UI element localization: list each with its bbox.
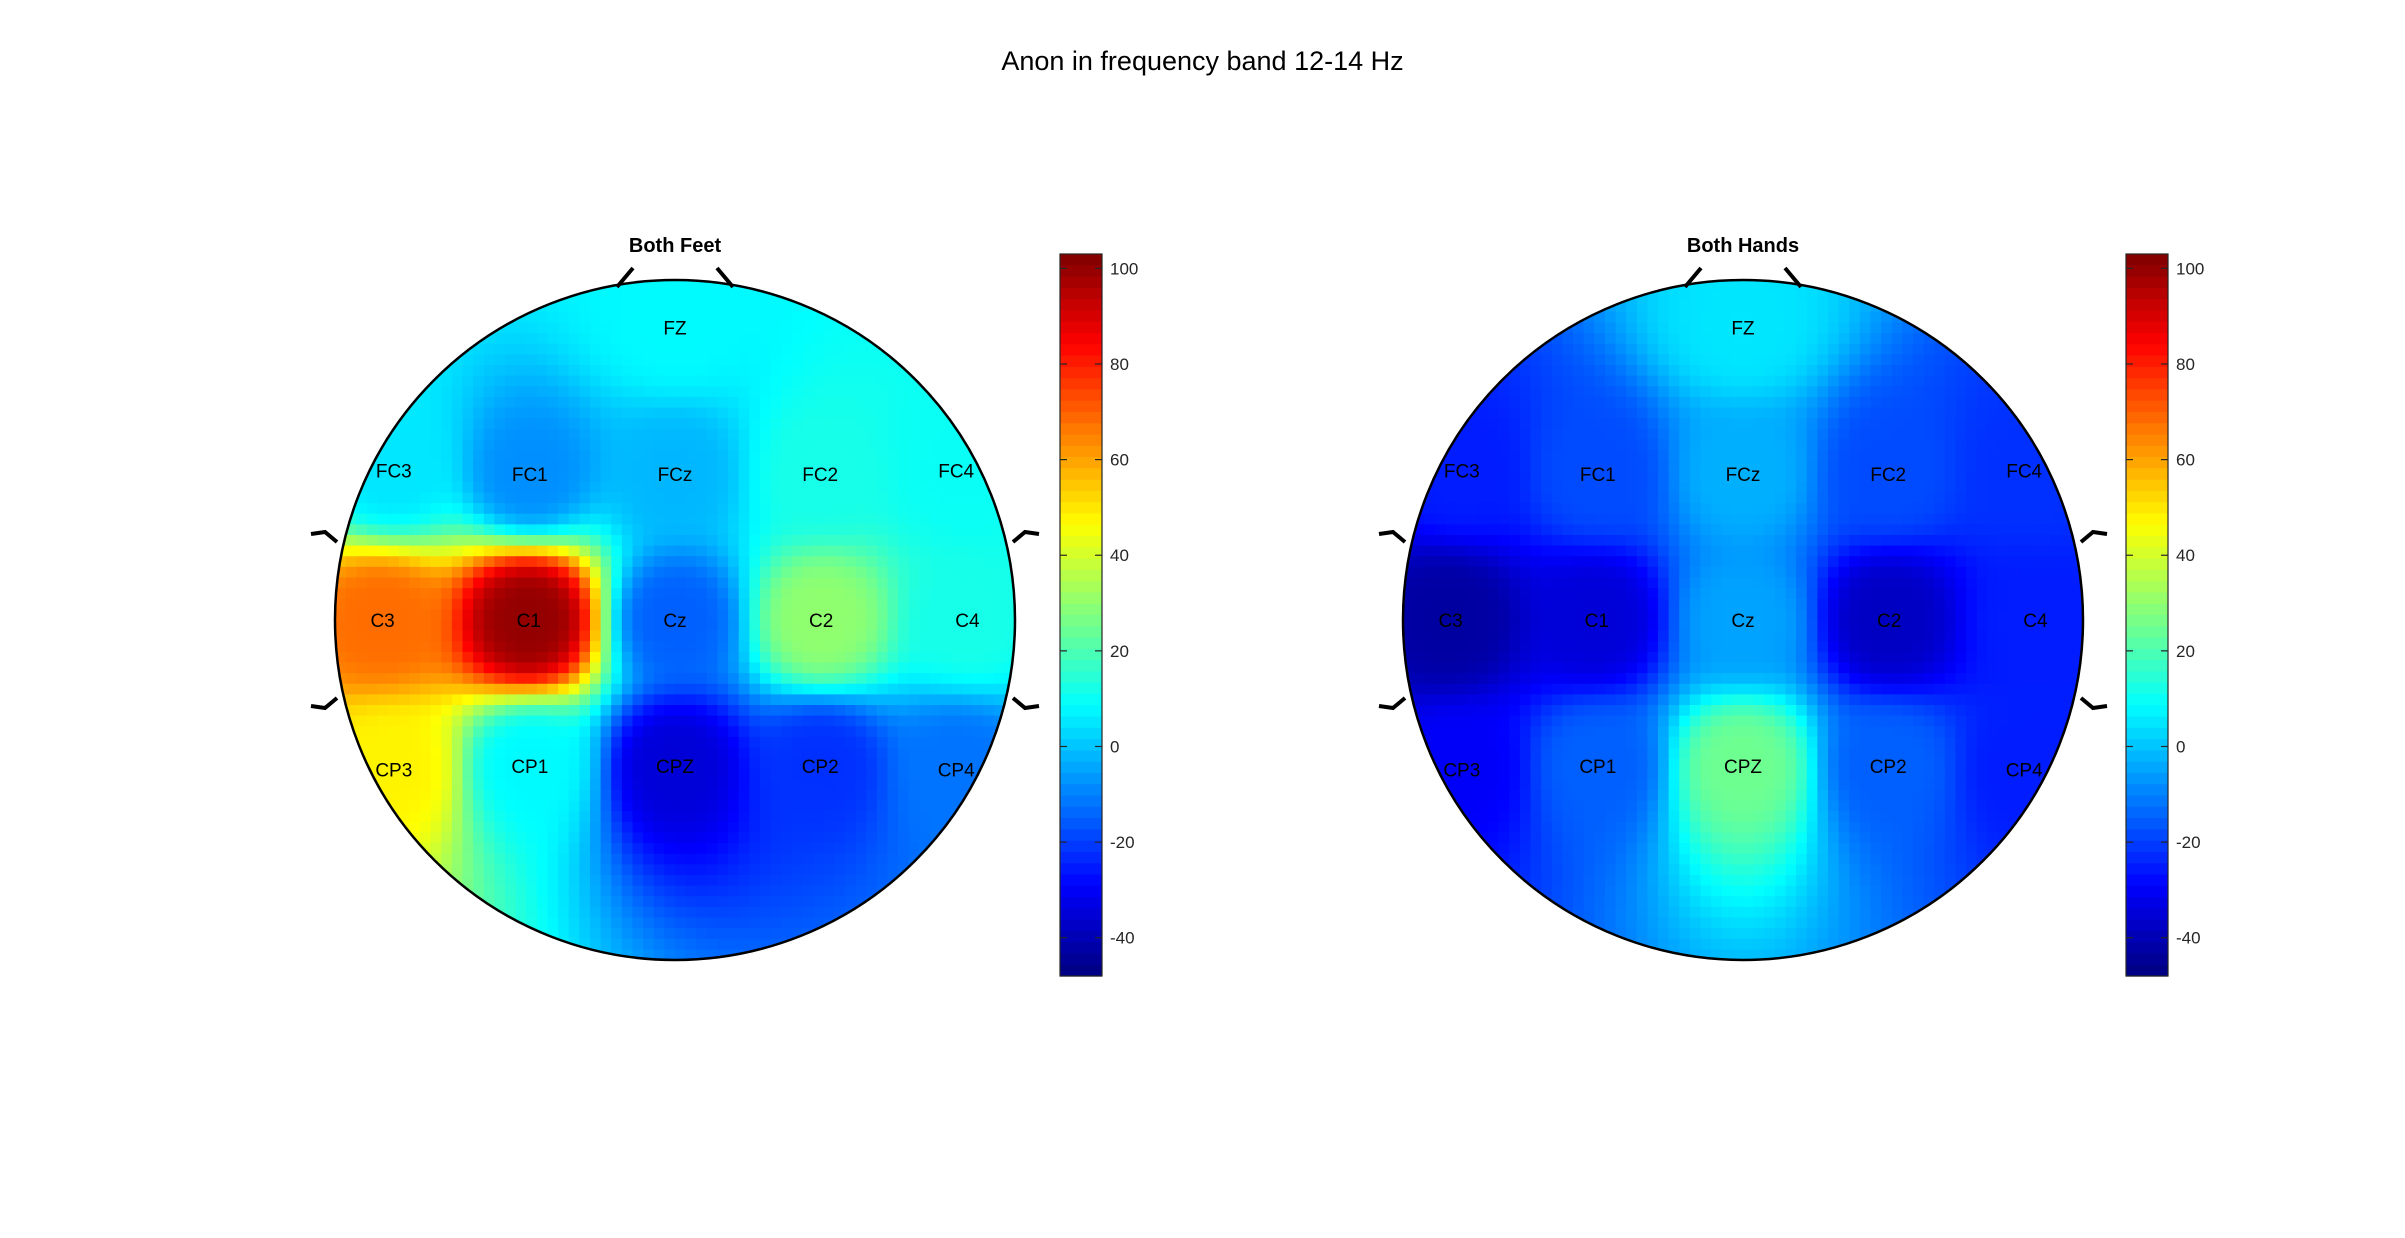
- left-ear-marker: [310, 529, 339, 711]
- electrode-label-c3: C3: [1438, 611, 1462, 632]
- electrode-label-fc3: FC3: [376, 462, 412, 483]
- electrode-label-cp2: CP2: [802, 757, 839, 778]
- colorbar-tick-label: 40: [1110, 546, 1129, 565]
- colorbar-both-hands: 100 80 60 40 20 0 -20 -40: [2125, 253, 2204, 977]
- colorbar-tick-label: 0: [1110, 737, 1119, 756]
- electrode-label-c1: C1: [517, 611, 541, 632]
- electrode-label-c4: C4: [955, 611, 980, 632]
- topoplot-both-feet: Both Feet FZ FC3 FC1 FCz FC2 FC4 C3 C1 Cz C2 C4 CP3 C…: [310, 235, 1040, 962]
- electrode-label-fc1: FC1: [1580, 465, 1616, 486]
- electrode-label-cp3: CP3: [1443, 760, 1480, 781]
- nose-marker: [615, 266, 735, 289]
- electrode-label-cp3: CP3: [375, 760, 412, 781]
- right-ear-marker: [1011, 529, 1040, 711]
- electrode-label-c1: C1: [1585, 611, 1609, 632]
- electrode-label-cpz: CPZ: [1724, 757, 1762, 778]
- electrode-label-fc1: FC1: [512, 465, 548, 486]
- colorbar-tick-label: -20: [1110, 833, 1135, 852]
- colorbar-tick-label: 80: [2176, 355, 2195, 374]
- colorbar-tick-label: -20: [2176, 833, 2201, 852]
- colorbar-frame: [2125, 253, 2169, 977]
- electrode-label-fz: FZ: [663, 319, 687, 340]
- colorbar-tick-label: -40: [2176, 929, 2201, 948]
- colorbar-tick-label: 60: [1110, 451, 1129, 470]
- electrode-label-fc2: FC2: [802, 465, 838, 486]
- figure-title: Anon in frequency band 12-14 Hz: [1001, 46, 1404, 76]
- colorbar-tick-label: 80: [1110, 355, 1129, 374]
- colorbar-both-feet: 100 80 60 40 20 0 -20 -40: [1059, 253, 1138, 977]
- electrode-label-fc2: FC2: [1870, 465, 1906, 486]
- colorbar-gradient: [2126, 254, 2168, 977]
- colorbar-tick-label: 20: [2176, 642, 2195, 661]
- electrode-label-c4: C4: [2023, 611, 2048, 632]
- colorbar-tick-label: 40: [2176, 546, 2195, 565]
- electrode-label-fc4: FC4: [2006, 462, 2042, 483]
- electrode-label-fc4: FC4: [938, 462, 974, 483]
- electrode-label-fc3: FC3: [1444, 462, 1480, 483]
- electrode-label-cp4: CP4: [938, 760, 975, 781]
- electrode-label-fcz: FCz: [658, 465, 693, 486]
- colorbar-tick-label: 100: [2176, 259, 2204, 278]
- electrode-label-cz: Cz: [1731, 611, 1754, 632]
- subplot-title: Both Hands: [1687, 235, 1799, 257]
- colorbar-tick-label: -40: [1110, 929, 1135, 948]
- electrode-label-cpz: CPZ: [656, 757, 694, 778]
- colorbar-tick-label: 100: [1110, 259, 1138, 278]
- nose-marker: [1683, 266, 1803, 289]
- colorbar-tick-label: 60: [2176, 451, 2195, 470]
- electrode-label-cp1: CP1: [1579, 757, 1616, 778]
- electrode-label-c2: C2: [809, 611, 833, 632]
- electrode-label-cz: Cz: [663, 611, 686, 632]
- electrode-label-cp4: CP4: [2006, 760, 2043, 781]
- electrode-label-c3: C3: [370, 611, 394, 632]
- right-ear-marker: [2079, 529, 2108, 711]
- head-outline: [1401, 278, 2085, 962]
- electrode-label-cp1: CP1: [511, 757, 548, 778]
- colorbar-frame: [1059, 253, 1103, 977]
- head-outline: [333, 278, 1017, 962]
- subplot-title: Both Feet: [629, 235, 722, 257]
- electrode-label-c2: C2: [1877, 611, 1901, 632]
- electrode-label-fz: FZ: [1731, 319, 1755, 340]
- colorbar-tick-label: 0: [2176, 737, 2185, 756]
- electrode-label-cp2: CP2: [1870, 757, 1907, 778]
- topoplot-both-hands: Both Hands FZ FC3 FC1 FCz FC2 FC4 C3 C1 Cz C2 C4 CP3…: [1378, 235, 2108, 962]
- colorbar-gradient: [1060, 254, 1102, 977]
- electrode-label-fcz: FCz: [1726, 465, 1761, 486]
- interpolated-map: [1403, 280, 2083, 960]
- colorbar-tick-label: 20: [1110, 642, 1129, 661]
- left-ear-marker: [1378, 529, 1407, 711]
